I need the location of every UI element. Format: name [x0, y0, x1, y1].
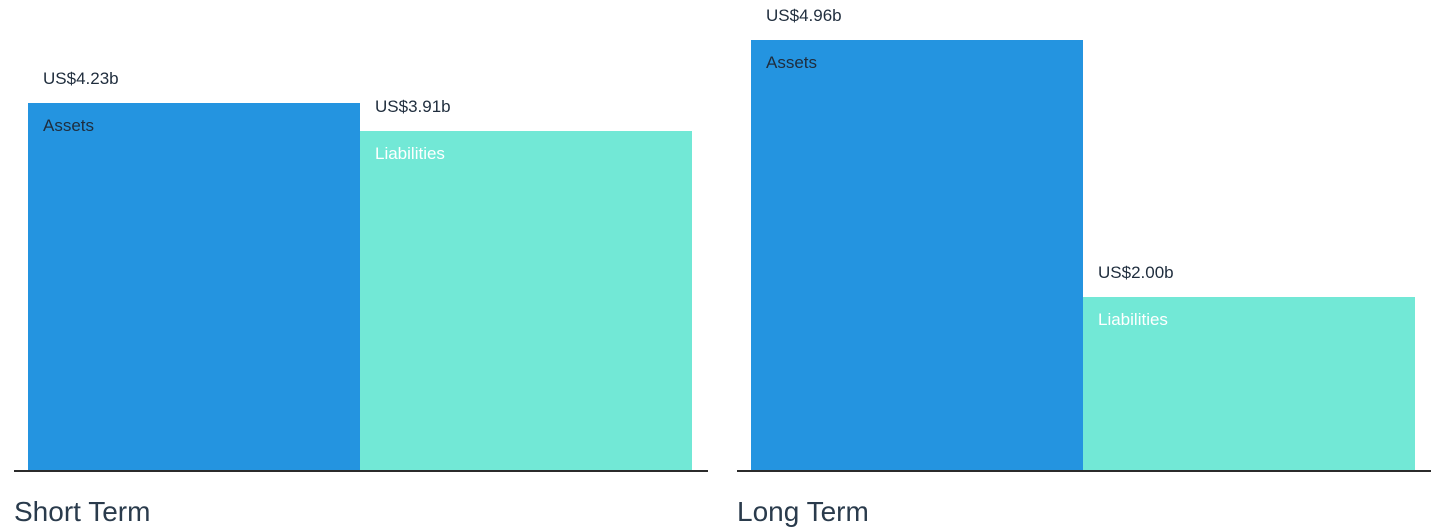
chart-title: Short Term [14, 496, 151, 527]
bar-value-label-assets: US$4.23b [43, 69, 119, 88]
chart-panel-short-term: US$4.23b Assets US$3.91b Liabilities Short T… [14, 0, 708, 531]
bar-category-label-liabilities: Liabilities [375, 144, 445, 163]
bar-category-label-assets: Assets [766, 53, 818, 72]
bar-category-label-liabilities: Liabilities [1098, 310, 1168, 329]
bar-assets [751, 40, 1083, 470]
chart-panel-long-term: US$4.96b Assets US$2.00b Liabilities Long Te… [737, 0, 1431, 531]
bar-assets [28, 103, 360, 470]
bar-liabilities [360, 131, 692, 470]
axis-baseline [737, 470, 1431, 472]
bar-liabilities [1083, 297, 1415, 470]
bar-category-label-assets: Assets [43, 116, 95, 135]
axis-baseline [14, 470, 708, 472]
bar-value-label-liabilities: US$3.91b [375, 97, 451, 116]
bar-value-label-assets: US$4.96b [766, 6, 842, 25]
bar-value-label-liabilities: US$2.00b [1098, 263, 1174, 282]
chart-title: Long Term [737, 496, 869, 527]
